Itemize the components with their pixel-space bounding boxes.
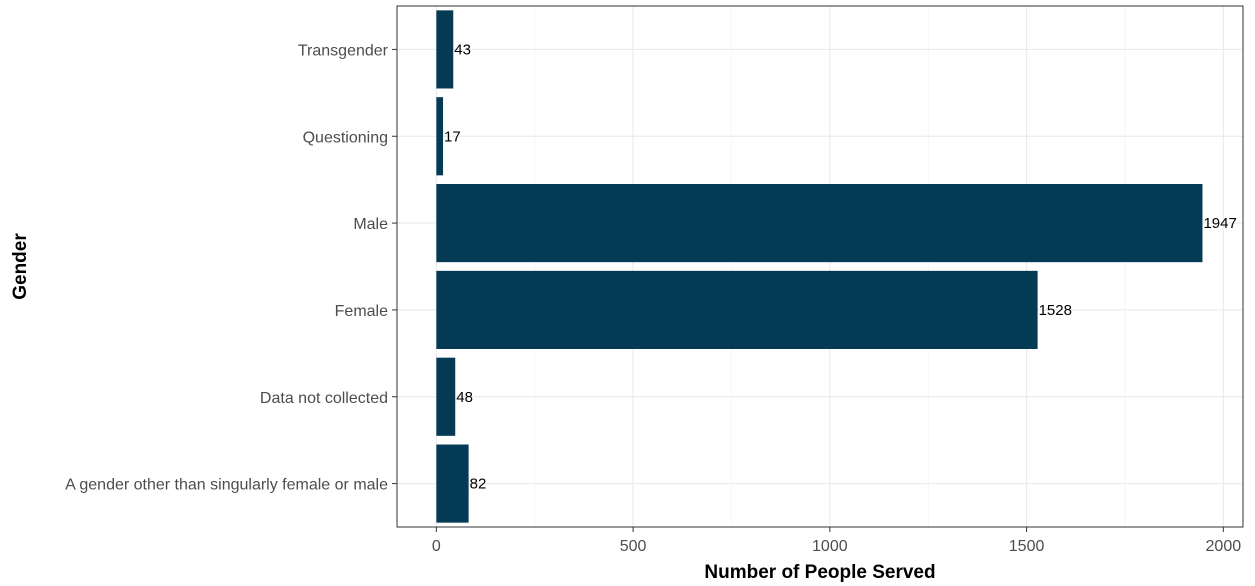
y-tick-label: Questioning [303,129,388,146]
x-tick-label: 500 [620,538,647,555]
ticks-layer [392,48,1224,532]
y-tick-label: Male [353,216,388,233]
bar [436,97,444,176]
y-tick-label: Transgender [298,42,389,59]
data-label: 43 [454,41,471,58]
data-label: 1528 [1039,302,1072,319]
bar [436,184,1203,263]
y-tick-label: Female [335,303,388,320]
grid-layer [397,6,1243,527]
bar [436,10,454,89]
x-axis-title: Number of People Served [704,562,935,583]
y-axis-title: Gender [10,233,31,300]
labels-layer: 43 17 1947 1528 48 82 0 500 1000 1500 2000 Transgen… [65,41,1241,555]
bars-layer [436,10,1203,523]
y-tick-label: A gender other than singularly female or… [65,477,388,494]
data-label: 17 [444,128,461,145]
x-tick-label: 0 [432,538,441,555]
x-tick-label: 1000 [812,538,848,555]
y-tick-label: Data not collected [260,390,388,407]
data-label: 48 [456,389,473,406]
x-tick-label: 2000 [1206,538,1242,555]
data-label: 82 [470,476,487,493]
plot-frame [396,5,1244,528]
x-tick-label: 1500 [1009,538,1045,555]
data-label: 1947 [1203,215,1236,232]
bar [436,444,469,523]
bar [436,270,1038,349]
bar [436,357,456,436]
